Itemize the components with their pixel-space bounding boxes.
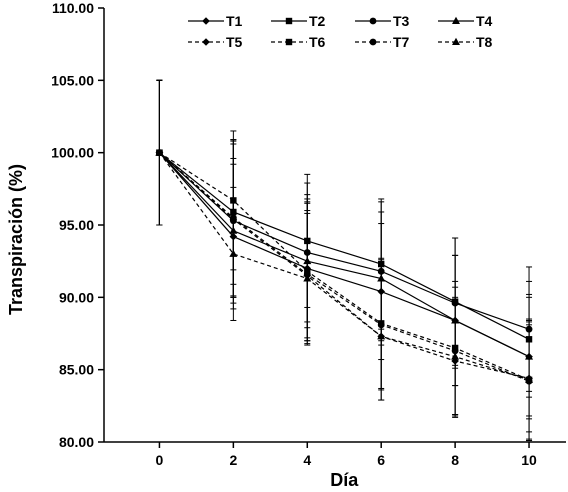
series-line-T6 — [159, 152, 530, 381]
legend-marker — [202, 17, 210, 25]
legend-label: T4 — [476, 13, 493, 29]
data-point-T8 — [155, 148, 164, 156]
x-axis-title: Día — [330, 470, 359, 490]
series-T3 — [156, 79, 533, 392]
legend-entry-T4: T4 — [438, 13, 493, 29]
legend-marker — [452, 37, 460, 45]
legend-marker — [369, 17, 377, 25]
y-tick-label: 105.00 — [51, 72, 94, 88]
series-line-T8 — [158, 152, 530, 381]
x-tick-label: 0 — [156, 452, 164, 468]
series-line-T5 — [159, 152, 530, 379]
series-T4 — [155, 79, 534, 420]
legend-marker — [202, 38, 210, 46]
y-axis-title: Transpiración (%) — [6, 164, 26, 315]
legend-label: T2 — [309, 13, 326, 29]
series-T5 — [155, 79, 533, 433]
legend-entry-T8: T8 — [438, 34, 493, 50]
legend-label: T8 — [476, 34, 493, 50]
axes: 80.00 85.00 90.00 95.00 100.00 105.00 110.00 0 2… — [51, 0, 566, 468]
legend-entry-T5: T5 — [188, 34, 243, 50]
x-tick-label: 4 — [303, 452, 311, 468]
legend-entry-T2: T2 — [271, 13, 326, 29]
legend-label: T6 — [309, 34, 326, 50]
legend-label: T5 — [226, 34, 243, 50]
x-tick-label: 10 — [521, 452, 537, 468]
legend-entry-T6: T6 — [271, 34, 326, 50]
legend-entry-T7: T7 — [355, 34, 410, 50]
legend-label: T1 — [226, 13, 243, 29]
legend-marker — [285, 17, 293, 25]
x-tick-label: 6 — [377, 452, 385, 468]
legend-marker — [285, 38, 293, 46]
series-line-T7 — [159, 152, 530, 382]
legend-marker — [369, 38, 377, 46]
y-tick-label: 90.00 — [59, 289, 94, 305]
legend-entry-T1: T1 — [188, 13, 243, 29]
series-T7 — [156, 79, 533, 442]
data-point-T8 — [229, 249, 238, 257]
data-point-T8 — [451, 352, 460, 360]
x-tick-label: 8 — [451, 452, 459, 468]
legend-label: T3 — [393, 13, 410, 29]
y-tick-label: 100.00 — [51, 145, 94, 161]
y-tick-label: 110.00 — [52, 0, 94, 16]
legend-label: T7 — [393, 34, 410, 50]
series-line-T1 — [158, 152, 530, 358]
data-point-T8 — [303, 274, 312, 282]
legend-marker — [452, 16, 460, 24]
series-T6 — [156, 79, 533, 442]
y-tick-label: 85.00 — [59, 362, 94, 378]
series-line-T2 — [159, 152, 530, 340]
data-point-T8 — [377, 332, 386, 340]
legend: T1 T2 T3 T4 T5 T6 T7 T8 — [188, 13, 493, 50]
y-tick-label: 80.00 — [59, 434, 94, 450]
data-point-T8 — [525, 375, 534, 383]
series-line-T4 — [159, 152, 530, 358]
legend-entry-T3: T3 — [355, 13, 410, 29]
series-T8 — [155, 79, 534, 440]
x-tick-label: 2 — [229, 452, 237, 468]
series-layer — [155, 79, 534, 442]
series-T2 — [156, 79, 533, 398]
series-line-T3 — [159, 152, 530, 330]
y-tick-label: 95.00 — [59, 217, 94, 233]
